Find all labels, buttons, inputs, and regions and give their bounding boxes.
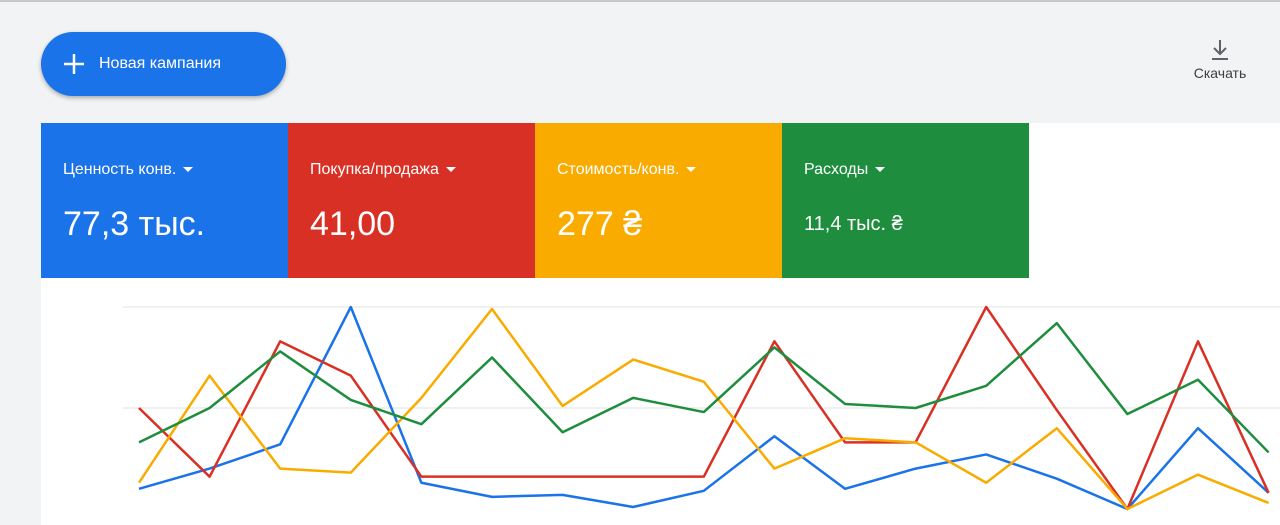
metric-label: Стоимость/конв. (557, 161, 697, 179)
metric-card[interactable]: Покупка/продажа 41,00 (288, 123, 535, 278)
new-campaign-button[interactable]: Новая кампания (41, 32, 286, 96)
dropdown-arrow (875, 167, 886, 172)
series-line (138, 305, 1270, 511)
metric-value: 11,4 тыс. ₴ (804, 213, 903, 235)
metric-card[interactable]: Стоимость/конв. 277 ₴ (535, 123, 782, 278)
metric-label: Расходы (804, 161, 886, 179)
dropdown-arrow (445, 167, 456, 172)
metric-card[interactable]: Расходы 11,4 тыс. ₴ (782, 123, 1029, 278)
metric-label: Ценность конв. (63, 161, 194, 179)
metric-value: 41,00 (310, 205, 396, 243)
download-icon (1212, 40, 1228, 60)
chart (123, 305, 1280, 511)
dropdown-arrow (183, 167, 194, 172)
dropdown-arrow (686, 167, 697, 172)
chart-panel: Ценность конв. 77,3 тыс. Покупка/продажа 41… (41, 123, 1280, 525)
metric-value: 277 ₴ (557, 205, 643, 243)
button-label: Новая кампания (99, 55, 222, 72)
metric-label-text: Ценность конв. (63, 161, 177, 178)
download-label: Скачать (1193, 65, 1247, 81)
series-line (138, 305, 1270, 511)
metric-label-text: Расходы (804, 161, 869, 178)
metric-label: Покупка/продажа (310, 161, 457, 179)
metric-value: 77,3 тыс. (63, 205, 206, 243)
metric-card[interactable]: Ценность конв. 77,3 тыс. (41, 123, 288, 278)
metric-label-text: Покупка/продажа (310, 161, 439, 178)
plus-icon (64, 54, 84, 74)
metric-label-text: Стоимость/конв. (557, 161, 680, 178)
series-line (137, 307, 1270, 511)
download-button[interactable]: Скачать (1180, 38, 1260, 81)
series-line (138, 321, 1270, 454)
